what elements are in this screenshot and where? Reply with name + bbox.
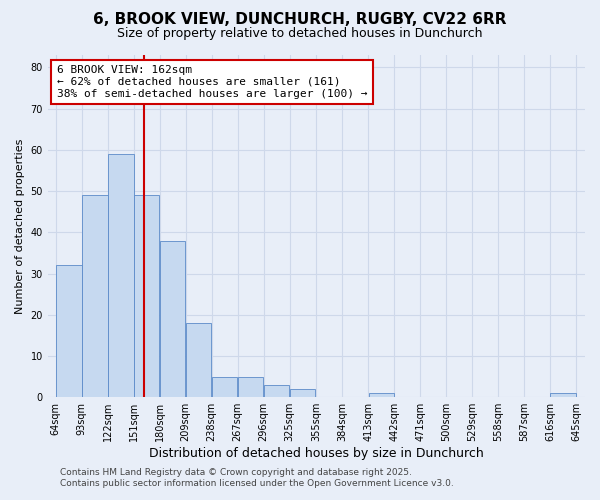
Bar xyxy=(134,195,160,397)
Bar xyxy=(212,376,238,397)
Bar xyxy=(368,393,394,397)
Y-axis label: Number of detached properties: Number of detached properties xyxy=(15,138,25,314)
Text: Size of property relative to detached houses in Dunchurch: Size of property relative to detached ho… xyxy=(117,28,483,40)
Bar xyxy=(186,323,211,397)
Bar xyxy=(264,385,289,397)
Bar xyxy=(56,266,82,397)
Bar xyxy=(550,393,576,397)
Text: 6, BROOK VIEW, DUNCHURCH, RUGBY, CV22 6RR: 6, BROOK VIEW, DUNCHURCH, RUGBY, CV22 6R… xyxy=(93,12,507,28)
Text: Contains HM Land Registry data © Crown copyright and database right 2025.
Contai: Contains HM Land Registry data © Crown c… xyxy=(60,468,454,487)
Bar xyxy=(290,389,315,397)
X-axis label: Distribution of detached houses by size in Dunchurch: Distribution of detached houses by size … xyxy=(149,447,484,460)
Bar xyxy=(238,376,263,397)
Text: 6 BROOK VIEW: 162sqm
← 62% of detached houses are smaller (161)
38% of semi-deta: 6 BROOK VIEW: 162sqm ← 62% of detached h… xyxy=(57,66,367,98)
Bar xyxy=(160,240,185,397)
Bar xyxy=(108,154,134,397)
Bar xyxy=(82,195,107,397)
